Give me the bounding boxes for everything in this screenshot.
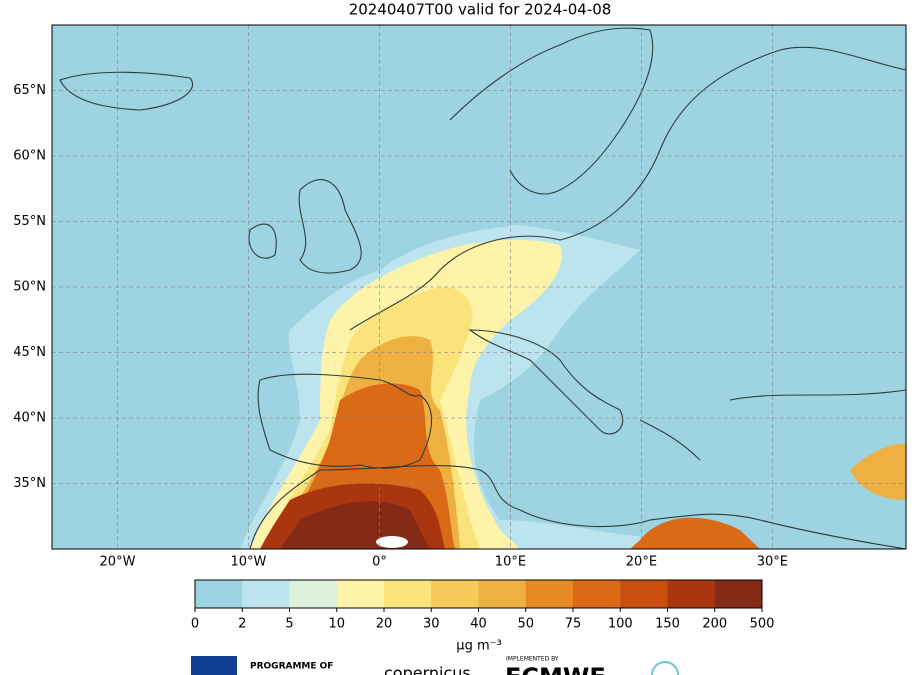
coastlines	[59, 27, 906, 549]
colorbar-segment	[195, 580, 243, 608]
colorbar-label: 30	[423, 617, 440, 632]
colorbar-segment	[384, 580, 432, 608]
colorbar-label: 20	[376, 617, 393, 632]
colorbar-segment	[478, 580, 527, 608]
map	[51, 24, 907, 550]
lon-label: 0°	[372, 555, 387, 570]
graticule	[52, 25, 906, 549]
lon-label: 30°E	[757, 555, 788, 570]
colorbar-segment	[336, 580, 385, 608]
lon-label: 20°E	[626, 555, 657, 570]
colorbar-segment	[525, 580, 574, 608]
colorbar-segment	[714, 580, 763, 608]
lat-label: 60°N	[13, 149, 46, 164]
colorbar-label: 50	[517, 617, 534, 632]
colorbar-unit: μg m⁻³	[456, 639, 501, 654]
ecmwf-logo: ECMWF	[505, 663, 606, 675]
lon-label: 20°W	[100, 555, 136, 570]
colorbar-label: 2	[238, 617, 246, 632]
logos: PROGRAMME OF copernicus IMPLEMENTED BY E…	[191, 656, 679, 675]
colorbar-segment	[620, 580, 668, 608]
colorbar-segment	[667, 580, 716, 608]
colorbar-segment	[242, 580, 290, 608]
cams-logo	[651, 661, 679, 675]
eu-flag	[191, 656, 237, 675]
colorbar-segment	[573, 580, 621, 608]
title: 20240407T00 valid for 2024-04-08	[349, 1, 612, 19]
copernicus-logo: copernicus	[384, 664, 471, 675]
map-frame	[51, 24, 907, 550]
lat-label: 65°N	[13, 83, 46, 98]
lon-label: 10°E	[495, 555, 526, 570]
colorbar-label: 200	[702, 617, 727, 632]
colorbar-label: 10	[328, 617, 345, 632]
lon-label: 10°W	[231, 555, 267, 570]
colorbar-label: 40	[470, 617, 487, 632]
colorbar-label: 150	[655, 617, 680, 632]
programme-text: PROGRAMME OF	[250, 662, 333, 672]
colorbar-segment	[289, 580, 338, 608]
colorbar-label: 500	[750, 617, 775, 632]
lat-label: 50°N	[13, 280, 46, 295]
colorbar-label: 100	[608, 617, 633, 632]
colorbar-label: 0	[191, 617, 199, 632]
colorbar-label: 75	[565, 617, 582, 632]
lat-label: 55°N	[13, 214, 46, 229]
lat-label: 45°N	[13, 345, 46, 360]
colorbar: 0 2 5 10 20 30 40 50 75 100 150 200 500	[191, 579, 775, 632]
colorbar-segment	[431, 580, 479, 608]
lat-label: 35°N	[13, 476, 46, 491]
colorbar-label: 5	[285, 617, 293, 632]
lat-label: 40°N	[13, 411, 46, 426]
implemented-text: IMPLEMENTED BY	[506, 656, 559, 663]
